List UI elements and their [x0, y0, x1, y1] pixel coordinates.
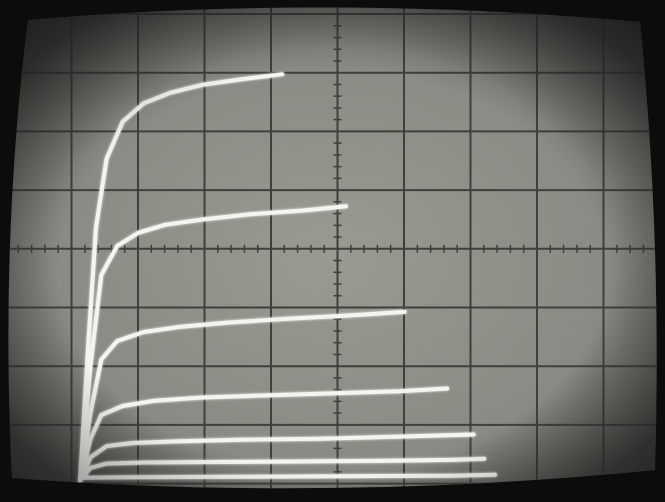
- screen-vignette: [8, 7, 657, 489]
